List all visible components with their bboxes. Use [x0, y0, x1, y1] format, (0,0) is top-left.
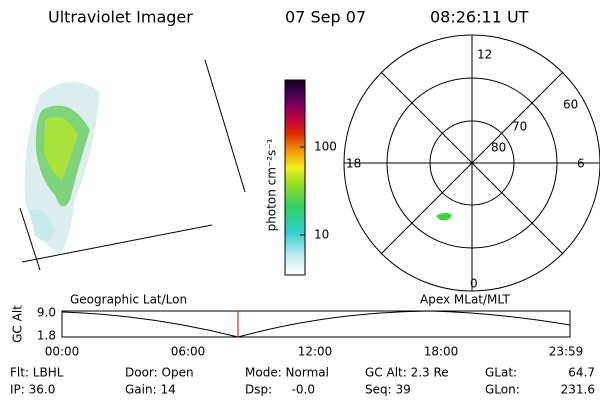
info-panel: Flt: LBHL Door: Open Mode: Normal GC Alt: 2… [10, 366, 595, 397]
x-tick-label: 06:00 [171, 345, 206, 359]
title: Ultraviolet Imager [48, 8, 193, 27]
info-label: GLat: [485, 366, 517, 380]
x-tick-label: 18:00 [424, 345, 459, 359]
colorbar [284, 79, 306, 276]
polar-grid [343, 34, 600, 292]
y-tick-label: 9.0 [37, 306, 56, 320]
info-label: Seq: 39 [365, 383, 411, 397]
polar-label: 80 [491, 141, 506, 155]
info-label: Mode: Normal [245, 366, 329, 380]
polar-label: 0 [470, 277, 478, 291]
x-tick-label: 00:00 [45, 345, 80, 359]
plot-frame [61, 310, 571, 338]
info-value: 64.7 [568, 366, 595, 380]
y-tick-label: 1.8 [37, 329, 56, 343]
plot-title-right: Apex MLat/MLT [420, 293, 510, 307]
polar-label: 60 [563, 98, 578, 112]
polar-label: 70 [512, 120, 527, 134]
auroral-image [19, 59, 246, 271]
polar-label: 12 [477, 48, 492, 62]
info-label: Dsp: [245, 383, 272, 397]
info-label: GC Alt: 2.3 Re [365, 366, 449, 380]
y-axis-label: GC Alt [11, 305, 25, 343]
colorbar-tick-label: 10 [314, 228, 329, 242]
altitude-curve [61, 310, 571, 338]
info-label: IP: 36.0 [10, 383, 55, 397]
time: 08:26:11 UT [430, 8, 529, 27]
plot-title-left: Geographic Lat/Lon [70, 293, 187, 307]
date: 07 Sep 07 [285, 8, 366, 27]
info-label: Gain: 14 [125, 383, 176, 397]
x-tick-label: 12:00 [298, 345, 333, 359]
info-label: GLon: [485, 383, 520, 397]
polar-label: 6 [577, 157, 585, 171]
colorbar-tick-label: 100 [314, 140, 337, 154]
colorbar-label: photon cm⁻²s⁻¹ [265, 138, 279, 231]
info-label: Flt: LBHL [10, 366, 64, 380]
info-label: Door: Open [125, 366, 194, 380]
x-tick-label: 23:59 [549, 345, 584, 359]
polar-label: 18 [346, 157, 361, 171]
info-value: 231.6 [561, 383, 595, 397]
info-value: -0.0 [292, 383, 315, 397]
